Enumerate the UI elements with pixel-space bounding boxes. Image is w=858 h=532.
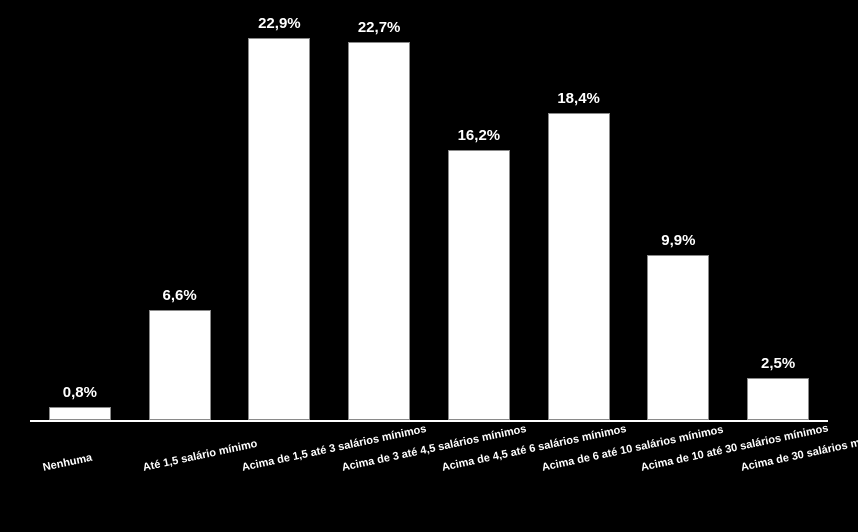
bar-slot: 0,8% (30, 20, 130, 420)
bar (149, 310, 211, 420)
bar-slot: 16,2% (429, 20, 529, 420)
plot-area: 0,8% 6,6%22,9%22,7% 16,2% 18,4% 9,9% 2,5% (30, 20, 828, 422)
x-axis-label: Nenhuma (42, 452, 94, 474)
bar-value-label: 9,9% (629, 232, 729, 249)
bar-value-label: 22,9% (230, 15, 330, 32)
bar-slot: 9,9% (629, 20, 729, 420)
bar (248, 38, 310, 420)
bar (448, 150, 510, 420)
bar-slot: 2,5% (728, 20, 828, 420)
bar-slot: 18,4% (529, 20, 629, 420)
bar-slot: 6,6% (130, 20, 230, 420)
bar (548, 113, 610, 420)
x-axis-label: Acima de 6 até 10 salários mínimos (540, 424, 724, 474)
bar (747, 378, 809, 420)
income-distribution-chart: 0,8%6,6%22,9%22,7%16,2%18,4%9,9%2,5% Nen… (0, 0, 858, 532)
bar (49, 407, 111, 420)
bar-value-label: 22,7% (329, 19, 429, 36)
x-axis-label: Até 1,5 salário mínimo (141, 438, 258, 474)
x-axis-label: Acima de 4,5 até 6 salários mínimos (441, 423, 628, 474)
bar (348, 42, 410, 420)
bar-value-label: 18,4% (529, 90, 629, 107)
bar-slot: 22,7% (329, 20, 429, 420)
bar (647, 255, 709, 420)
bar-value-label: 6,6% (130, 287, 230, 304)
bar-value-label: 2,5% (728, 355, 828, 372)
bar-value-label: 16,2% (429, 127, 529, 144)
bar-value-label: 0,8% (30, 384, 130, 401)
bar-slot: 22,9% (230, 20, 330, 420)
